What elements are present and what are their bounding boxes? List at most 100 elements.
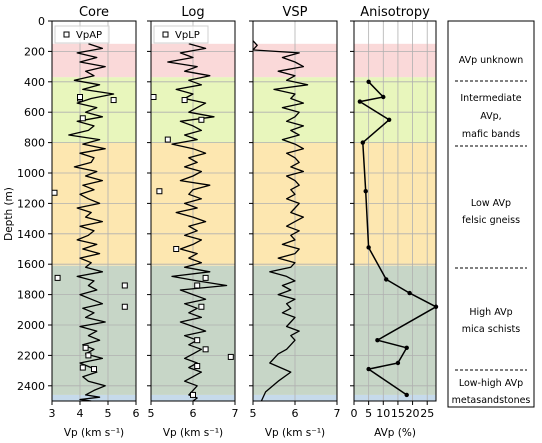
vpap-point: [121, 282, 128, 289]
vplp-point: [198, 303, 205, 310]
unit-4-line-2: mica schists: [462, 324, 520, 335]
profile-line: [252, 40, 309, 402]
vpap-point: [91, 366, 97, 373]
depth-band: [354, 394, 436, 401]
depth-band: [354, 43, 436, 78]
vplp-point: [202, 346, 209, 353]
x-tick-label: 4: [77, 407, 84, 420]
plot-frame: [353, 20, 437, 402]
y-tick-label: 2000: [17, 319, 45, 332]
legend-label: VpAP: [76, 30, 102, 41]
vpap-point: [79, 364, 86, 371]
legend-box: [54, 25, 110, 44]
interpretation-panel: AVp unknown Intermediate AVp, mafic band…: [447, 20, 535, 408]
y-tick-label: 1400: [17, 228, 45, 241]
vplp-point: [164, 136, 171, 143]
legend-marker: [162, 31, 169, 38]
x-tick-label: 7: [334, 407, 341, 420]
vplp-point: [190, 391, 196, 398]
x-tick-label: 6: [292, 407, 299, 420]
data-point: [375, 338, 380, 343]
data-point: [407, 290, 412, 296]
x-tick-label: 20: [406, 407, 420, 420]
vplp-point: [156, 188, 163, 195]
x-tick-label: 10: [376, 407, 390, 420]
vplp-point: [173, 246, 180, 252]
data-point: [366, 366, 371, 372]
x-tick-label: 5: [105, 407, 112, 420]
vpap-point: [77, 94, 83, 100]
y-tick-label: 200: [24, 45, 45, 58]
vplp-point: [181, 97, 188, 104]
legend-label: VpLP: [175, 30, 200, 41]
x-axis-label: Vp (km s⁻¹): [163, 427, 223, 439]
unit-2-line-3: mafic bands: [462, 129, 520, 140]
y-tick-label: 0: [38, 15, 45, 28]
panel-log: VpLP 5 6 7 Log Vp (km s⁻¹): [147, 5, 239, 439]
y-tick-label: 1800: [17, 289, 45, 302]
unit-1-line-1: AVp unknown: [459, 55, 524, 66]
panel-anisotropy: 0 5 10 15 20 25 Anisotropy AVp (%): [350, 5, 439, 439]
vpap-point: [82, 344, 89, 351]
y-tick-label: 1600: [17, 258, 45, 271]
unit-5-line-2: metasandstones: [452, 395, 531, 406]
vplp-point: [194, 363, 201, 370]
y-tick-label: 2400: [17, 380, 45, 393]
x-tick-label: 7: [232, 407, 239, 420]
y-tick-label: 800: [24, 137, 45, 150]
profile-line: [167, 43, 228, 402]
panel-core: VpAP 3 4 5 6 0 200 400 600 800 1000 1200 1400 1600 180…: [17, 5, 140, 439]
vplp-point: [202, 274, 209, 281]
depth-band: [354, 77, 436, 143]
x-tick-label: 6: [190, 407, 197, 420]
panel-vsp: 5 6 7 VSP Vp (km s⁻¹): [249, 5, 341, 439]
x-axis-label: AVp (%): [374, 427, 416, 439]
data-point: [360, 140, 365, 145]
panel-title: Log: [181, 5, 204, 20]
y-tick-label: 2200: [17, 349, 45, 362]
data-point: [384, 277, 389, 282]
vpap-point: [79, 115, 86, 122]
interpretation-frame: [447, 20, 535, 408]
panel-title: VSP: [283, 5, 308, 20]
vpap-point: [85, 352, 92, 359]
x-tick-label: 6: [133, 407, 140, 420]
legend-box: [153, 25, 209, 44]
vpap-point: [51, 189, 58, 196]
data-point: [386, 117, 392, 123]
vplp-point: [194, 337, 201, 344]
data-point: [395, 360, 401, 366]
unit-3-line-2: felsic gneiss: [462, 215, 520, 226]
depth-band: [52, 43, 136, 78]
unit-5-line-1: Low-high AVp: [459, 378, 523, 389]
vpap-point: [54, 274, 61, 281]
x-tick-label: 3: [49, 407, 56, 420]
unit-2-line-1: Intermediate: [460, 93, 521, 104]
vpap-point: [121, 303, 128, 310]
depth-band: [354, 142, 436, 266]
x-tick-label: 15: [391, 407, 405, 420]
data-point: [381, 94, 386, 100]
unit-2-line-2: AVp,: [480, 111, 501, 122]
y-axis-label: Depth (m): [3, 187, 15, 241]
x-tick-label: 0: [351, 407, 358, 420]
y-tick-label: 1000: [17, 167, 45, 180]
y-tick-label: 400: [24, 76, 45, 89]
data-point: [363, 189, 368, 194]
x-axis-label: Vp (km s⁻¹): [64, 427, 124, 439]
x-tick-label: 5: [148, 407, 155, 420]
x-axis-label: Vp (km s⁻¹): [265, 427, 325, 439]
x-tick-label: 5: [365, 407, 372, 420]
vplp-point: [198, 116, 205, 123]
y-tick-label: 1200: [17, 197, 45, 210]
data-point: [404, 392, 409, 398]
plot-frame: [51, 20, 137, 402]
x-tick-label: 5: [250, 407, 257, 420]
data-point: [366, 79, 371, 85]
y-tick-label: 600: [24, 106, 45, 119]
profile-line: [68, 43, 115, 402]
legend-marker: [63, 31, 70, 38]
panel-title: Anisotropy: [360, 5, 430, 20]
x-tick-label: 25: [420, 407, 434, 420]
